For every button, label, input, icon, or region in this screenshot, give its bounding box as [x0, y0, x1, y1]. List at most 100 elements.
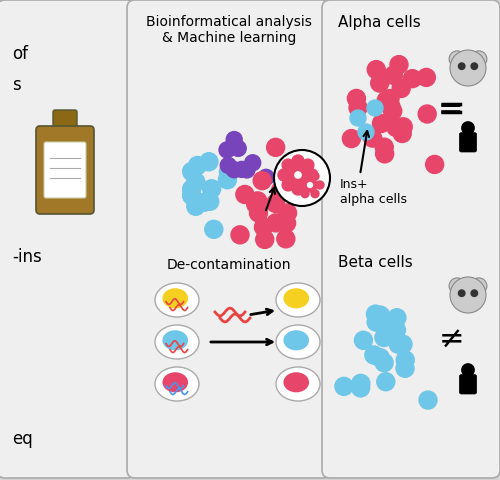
Circle shape	[393, 124, 411, 143]
Circle shape	[350, 110, 366, 126]
Circle shape	[292, 155, 304, 167]
Circle shape	[335, 377, 353, 396]
Ellipse shape	[276, 367, 320, 401]
Text: Beta cells: Beta cells	[338, 255, 413, 270]
Circle shape	[384, 102, 402, 120]
Ellipse shape	[284, 331, 308, 349]
Circle shape	[267, 214, 285, 232]
Circle shape	[303, 178, 317, 192]
Circle shape	[231, 226, 249, 244]
Circle shape	[458, 290, 465, 297]
Circle shape	[458, 63, 465, 70]
Text: -ins: -ins	[12, 248, 42, 266]
Circle shape	[426, 156, 444, 173]
Circle shape	[390, 335, 407, 353]
Circle shape	[295, 172, 301, 178]
Circle shape	[366, 305, 384, 323]
Text: Bioinformatical analysis
& Machine learning: Bioinformatical analysis & Machine learn…	[146, 15, 312, 45]
Circle shape	[377, 91, 395, 109]
Circle shape	[374, 314, 392, 332]
Circle shape	[450, 50, 486, 86]
Circle shape	[277, 230, 295, 248]
Circle shape	[377, 373, 395, 391]
Circle shape	[188, 156, 206, 175]
Circle shape	[187, 173, 205, 191]
Circle shape	[352, 379, 370, 397]
Circle shape	[205, 220, 223, 238]
Circle shape	[266, 138, 284, 156]
Circle shape	[418, 69, 436, 86]
Ellipse shape	[163, 331, 188, 349]
Circle shape	[249, 192, 267, 210]
Circle shape	[418, 105, 436, 123]
Ellipse shape	[163, 373, 188, 392]
Circle shape	[301, 190, 309, 198]
Circle shape	[462, 122, 474, 134]
Circle shape	[278, 169, 290, 181]
Circle shape	[266, 194, 284, 213]
Circle shape	[187, 197, 205, 216]
Circle shape	[182, 163, 200, 180]
Circle shape	[470, 278, 487, 294]
Circle shape	[246, 195, 264, 213]
Circle shape	[370, 74, 388, 92]
Circle shape	[471, 63, 478, 70]
Text: s: s	[12, 76, 21, 94]
Circle shape	[292, 183, 304, 195]
Circle shape	[272, 182, 289, 200]
Circle shape	[419, 391, 437, 409]
Circle shape	[278, 204, 296, 222]
Circle shape	[274, 150, 330, 206]
Circle shape	[182, 180, 200, 198]
Circle shape	[226, 132, 242, 147]
Text: eq: eq	[12, 430, 33, 448]
Circle shape	[367, 60, 385, 79]
Text: Alpha cells: Alpha cells	[338, 15, 421, 30]
Circle shape	[471, 290, 478, 297]
Circle shape	[201, 192, 219, 210]
Circle shape	[367, 100, 383, 116]
Circle shape	[258, 169, 274, 185]
Ellipse shape	[163, 289, 188, 308]
Circle shape	[289, 166, 307, 184]
Circle shape	[376, 145, 394, 163]
Circle shape	[462, 364, 474, 376]
Circle shape	[354, 331, 372, 349]
Circle shape	[308, 182, 312, 188]
Circle shape	[296, 181, 304, 189]
Circle shape	[220, 157, 236, 173]
Circle shape	[384, 66, 402, 84]
Circle shape	[371, 348, 389, 367]
Circle shape	[250, 204, 268, 222]
Circle shape	[376, 138, 394, 156]
Circle shape	[302, 179, 314, 191]
Circle shape	[394, 335, 412, 353]
Circle shape	[450, 277, 486, 313]
Text: De-contamination: De-contamination	[167, 258, 291, 272]
Circle shape	[449, 51, 466, 67]
Circle shape	[449, 278, 466, 294]
Circle shape	[375, 354, 393, 372]
Circle shape	[196, 193, 214, 211]
Circle shape	[392, 80, 410, 97]
Circle shape	[394, 118, 412, 136]
Circle shape	[381, 97, 399, 115]
Circle shape	[244, 155, 260, 171]
Circle shape	[253, 172, 271, 190]
Circle shape	[358, 124, 374, 140]
FancyBboxPatch shape	[460, 374, 476, 394]
Ellipse shape	[284, 373, 308, 392]
Circle shape	[278, 214, 295, 232]
Ellipse shape	[155, 367, 199, 401]
Circle shape	[301, 172, 309, 180]
Circle shape	[404, 70, 421, 88]
Circle shape	[282, 159, 294, 171]
FancyBboxPatch shape	[0, 0, 135, 478]
Circle shape	[302, 159, 314, 171]
Circle shape	[396, 351, 414, 369]
FancyBboxPatch shape	[127, 0, 331, 478]
Circle shape	[365, 346, 383, 364]
Circle shape	[388, 309, 406, 327]
Ellipse shape	[276, 283, 320, 317]
Circle shape	[254, 218, 272, 236]
